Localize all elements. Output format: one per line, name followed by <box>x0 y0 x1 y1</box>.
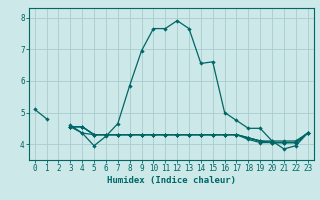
X-axis label: Humidex (Indice chaleur): Humidex (Indice chaleur) <box>107 176 236 185</box>
